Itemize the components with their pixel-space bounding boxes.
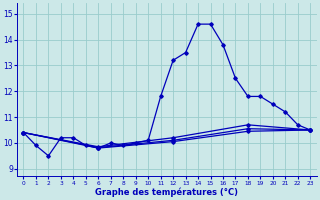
X-axis label: Graphe des températures (°C): Graphe des températures (°C) — [95, 187, 238, 197]
